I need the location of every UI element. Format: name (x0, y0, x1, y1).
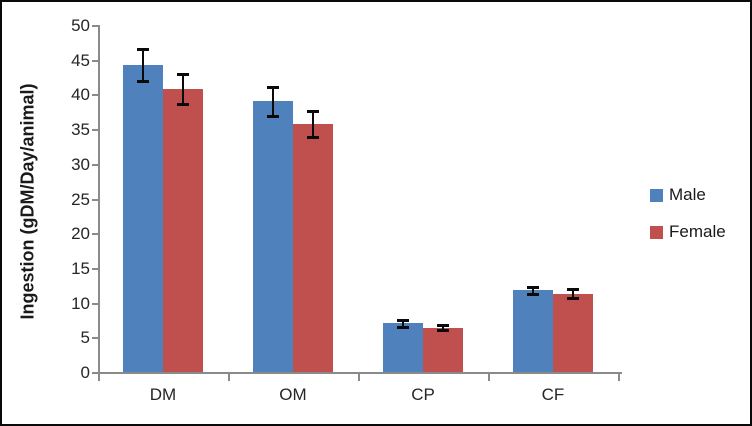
error-bar (402, 319, 404, 327)
female-bar-dm (163, 88, 203, 372)
x-axis-line (98, 372, 622, 374)
error-bar (572, 289, 574, 298)
x-category-label: OM (279, 385, 307, 404)
x-tick-mark (488, 374, 490, 381)
y-tick-label: 0 (80, 363, 90, 382)
error-bar-cap (437, 329, 449, 333)
error-bar (532, 286, 534, 294)
error-bar-cap (137, 80, 149, 84)
female-legend-swatch (650, 225, 663, 239)
y-tick-label: 40 (71, 85, 90, 105)
x-category-label: DM (149, 385, 177, 404)
y-tick-label: 20 (71, 224, 90, 244)
x-tick-mark (358, 374, 360, 381)
y-tick-mark (92, 25, 98, 27)
error-bar-cap (307, 110, 319, 114)
y-tick-label: 15 (71, 258, 90, 278)
male-legend-label: Male (669, 185, 706, 204)
male-bar-cf (513, 290, 553, 372)
error-bar-cap (267, 114, 279, 118)
y-tick-mark (92, 337, 98, 340)
x-tick-mark (228, 374, 230, 381)
y-tick-label: 5 (80, 328, 90, 348)
y-tick-mark (92, 198, 98, 201)
error-bar-cap (397, 325, 409, 329)
error-bar-cap (177, 103, 189, 107)
male-bar-dm (123, 65, 163, 372)
error-bar-cap (527, 285, 539, 289)
error-bar-cap (527, 292, 539, 296)
x-category-label: CF (541, 385, 565, 404)
error-bar-cap (567, 296, 579, 300)
error-bar-cap (437, 323, 449, 327)
y-tick-mark (92, 129, 98, 132)
y-tick-mark (92, 59, 98, 62)
y-tick-mark (92, 267, 98, 270)
x-category-label: CP (411, 385, 435, 404)
male-bar-om (253, 101, 293, 372)
y-tick-label: 10 (71, 293, 90, 313)
y-tick-mark (92, 372, 98, 374)
female-bar-cf (553, 293, 593, 372)
error-bar-cap (267, 85, 279, 89)
female-bar-cp (423, 327, 463, 372)
male-legend-swatch (650, 188, 663, 202)
y-tick-mark (92, 94, 98, 97)
x-tick-mark (98, 374, 100, 381)
y-tick-mark (92, 233, 98, 236)
error-bar-cap (137, 48, 149, 52)
y-axis-line (98, 25, 100, 374)
error-bar (442, 324, 444, 331)
error-bar-cap (397, 318, 409, 322)
error-bar-cap (307, 136, 319, 140)
error-bar (312, 111, 314, 138)
y-tick-label: 25 (71, 189, 90, 209)
y-tick-label: 30 (71, 154, 90, 174)
legend: Male Female (650, 185, 726, 259)
error-bar (182, 73, 184, 105)
error-bar-cap (177, 72, 189, 76)
x-tick-mark (618, 374, 620, 381)
y-tick-mark (92, 302, 98, 305)
legend-item-male: Male (650, 185, 726, 205)
y-tick-mark (92, 163, 98, 166)
male-bar-cp (383, 323, 423, 372)
y-tick-label: 50 (71, 16, 90, 35)
error-bar-cap (567, 288, 579, 292)
error-bar (272, 86, 274, 116)
y-tick-label: 35 (71, 120, 90, 140)
error-bar (142, 49, 144, 82)
female-legend-label: Female (669, 222, 726, 241)
y-tick-label: 45 (71, 50, 90, 70)
legend-item-female: Female (650, 222, 726, 242)
female-bar-om (293, 124, 333, 372)
